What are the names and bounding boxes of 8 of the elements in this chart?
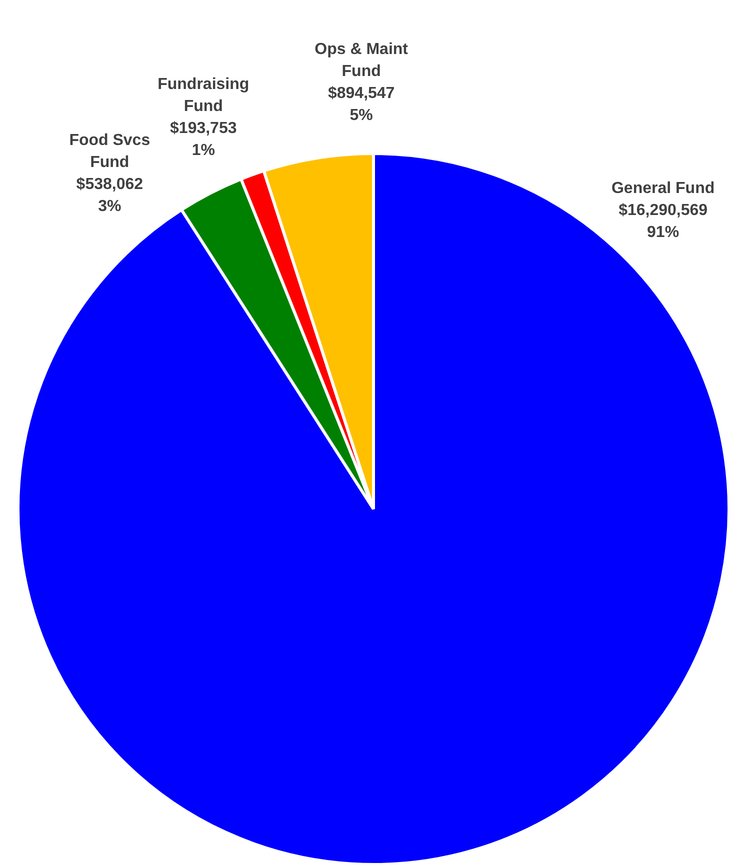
slice-label: General Fund bbox=[611, 180, 715, 197]
data-label: $538,062 3% bbox=[76, 176, 144, 216]
data-label: $193,753 1% bbox=[170, 120, 237, 160]
slice-label: Fundraising Fund bbox=[158, 76, 250, 116]
data-label: $16,290,569 91% bbox=[618, 202, 708, 241]
slice-label: Food Svcs Fund bbox=[69, 132, 150, 172]
slice-label: Ops & Maint Fund bbox=[314, 40, 409, 80]
data-label: $894,547 5% bbox=[328, 84, 395, 124]
